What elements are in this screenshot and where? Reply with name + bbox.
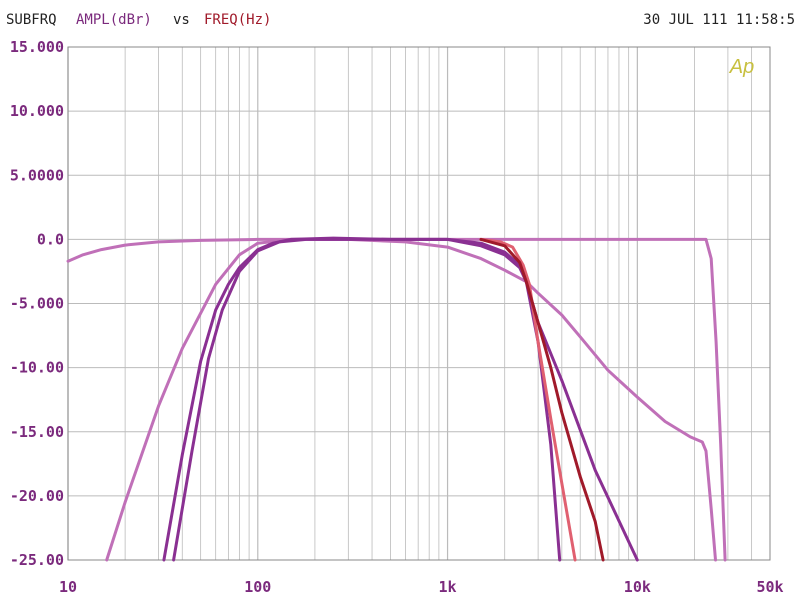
series-group [66, 236, 727, 562]
series-line-5 [479, 237, 577, 562]
header-timestamp: 30 JUL 111 11:58:5 [643, 12, 795, 28]
x-tick-label: 100 [244, 578, 271, 596]
x-axis-ticks: 10 100 1k 10k 50k [59, 578, 784, 596]
x-tick-label: 10k [624, 578, 651, 596]
x-tick-label: 1k [439, 578, 457, 596]
y-tick-label: -15.00 [10, 423, 64, 441]
header-vs: vs [173, 12, 190, 28]
x-tick-label: 10 [59, 578, 77, 596]
y-tick-label: 0.0 [37, 230, 64, 248]
y-tick-label: 10.000 [10, 102, 64, 120]
ap-logo: Ap [729, 56, 754, 78]
header-x-quantity: FREQ(Hz) [204, 12, 271, 28]
x-tick-label: 50k [756, 578, 783, 596]
header-y-quantity: AMPL(dBr) [76, 12, 152, 28]
y-tick-label: -10.00 [10, 359, 64, 377]
y-tick-label: -5.000 [10, 295, 64, 313]
y-tick-label: -20.00 [10, 487, 64, 505]
plot-frame [67, 46, 771, 561]
y-tick-label: -25.00 [10, 551, 64, 569]
series-line-1 [66, 237, 727, 562]
y-tick-label: 15.000 [10, 38, 64, 56]
chart-header: SUBFRQ AMPL(dBr) vs FREQ(Hz) 30 JUL 111 … [6, 12, 795, 28]
header-trace-name: SUBFRQ [6, 12, 57, 28]
y-tick-label: 5.0000 [10, 166, 64, 184]
series-line-3 [162, 236, 562, 562]
y-axis-ticks: 15.000 10.000 5.0000 0.0 -5.000 -10.00 -15.00 -… [10, 38, 64, 569]
series-line-6 [479, 237, 605, 562]
series-line-2 [105, 237, 717, 562]
chart-grid [67, 46, 771, 561]
